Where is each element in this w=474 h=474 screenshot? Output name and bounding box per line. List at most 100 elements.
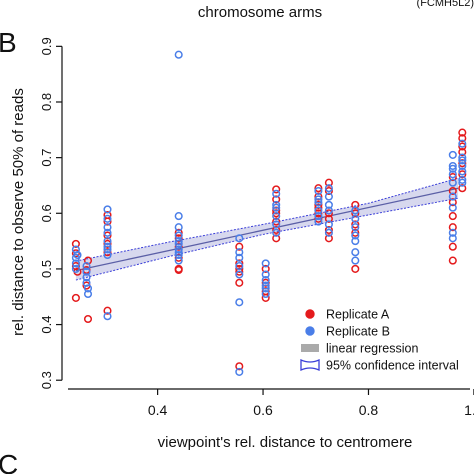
data-point-replicate-b — [103, 214, 112, 223]
data-point-replicate-b — [448, 161, 457, 171]
data-point-replicate-b — [314, 217, 323, 226]
data-point-replicate-b — [235, 262, 244, 271]
data-point-replicate-b — [458, 175, 467, 184]
data-point-replicate-b — [324, 200, 333, 209]
data-point-replicate-a — [103, 217, 112, 226]
data-point-replicate-b — [448, 170, 457, 179]
data-point-replicate-b — [458, 167, 467, 176]
data-point-replicate-b — [272, 189, 281, 198]
data-point-replicate-b — [458, 178, 467, 187]
data-point-replicate-b — [174, 239, 183, 248]
data-point-replicate-b — [458, 153, 467, 162]
data-point-replicate-b — [174, 256, 183, 265]
data-point-replicate-a — [235, 242, 244, 251]
data-point-replicate-a — [448, 186, 457, 196]
data-point-replicate-a — [458, 134, 467, 143]
y-axis-label: rel. distance to observe 50% of reads — [10, 88, 27, 336]
data-point-replicate-b — [261, 284, 270, 293]
data-point-replicate-a — [324, 186, 333, 196]
y-tick-label: 0.4 — [39, 316, 54, 334]
data-point-replicate-a — [235, 267, 244, 276]
data-point-replicate-b — [351, 248, 360, 257]
data-point-replicate-b — [71, 264, 80, 273]
data-point-replicate-a — [71, 239, 80, 248]
data-point-replicate-b — [235, 248, 244, 257]
data-point-replicate-b — [103, 237, 112, 246]
data-point-replicate-a — [314, 184, 323, 193]
data-point-replicate-a — [458, 159, 467, 168]
data-point-replicate-b — [448, 192, 457, 201]
data-point-replicate-b — [458, 161, 467, 171]
data-point-replicate-a — [261, 264, 270, 273]
data-point-replicate-b — [235, 367, 244, 376]
data-point-replicate-b — [261, 259, 270, 268]
data-point-replicate-b — [174, 231, 183, 240]
data-point-replicate-b — [261, 289, 270, 299]
data-point-replicate-a — [351, 264, 360, 273]
data-point-replicate-a — [448, 242, 457, 251]
data-point-replicate-b — [448, 234, 457, 243]
data-point-replicate-a — [314, 209, 323, 218]
data-point-replicate-a — [174, 253, 183, 262]
data-points-layer — [71, 50, 467, 376]
data-point-replicate-a — [351, 220, 360, 229]
data-point-replicate-a — [351, 228, 360, 237]
data-point-replicate-b — [448, 203, 457, 212]
data-point-replicate-b — [174, 250, 183, 260]
data-point-replicate-b — [103, 245, 112, 254]
data-point-replicate-b — [261, 270, 270, 279]
data-point-replicate-b — [324, 220, 333, 229]
data-point-replicate-a — [272, 209, 281, 218]
data-point-replicate-b — [103, 242, 112, 251]
cut-off-label: (FCMH5L2) — [417, 0, 474, 9]
data-point-replicate-b — [174, 237, 183, 246]
data-point-replicate-a — [71, 249, 80, 258]
data-point-replicate-b — [351, 256, 360, 265]
data-point-replicate-a — [448, 256, 457, 265]
data-point-replicate-b — [314, 212, 323, 221]
data-point-replicate-b — [272, 220, 281, 229]
data-point-replicate-b — [351, 231, 360, 240]
data-point-replicate-b — [174, 223, 183, 232]
data-point-replicate-b — [261, 276, 270, 285]
plot-area: 0.3 0.4 0.5 0.6 0.7 0.8 0.9 0.4 0.6 0.8 1.0 Replic… — [39, 37, 474, 418]
data-point-replicate-a — [103, 248, 112, 257]
y-tick-label: 0.7 — [39, 149, 54, 167]
data-point-replicate-b — [235, 298, 244, 307]
data-point-replicate-a — [235, 362, 244, 371]
data-point-replicate-b — [71, 259, 80, 268]
data-point-replicate-b — [174, 248, 183, 257]
data-point-replicate-a — [458, 128, 467, 137]
data-point-replicate-b — [448, 164, 457, 173]
data-point-replicate-b — [324, 228, 333, 237]
data-point-replicate-a — [235, 278, 244, 287]
data-point-replicate-b — [272, 228, 281, 237]
data-point-replicate-b — [235, 234, 244, 243]
data-point-replicate-a — [458, 170, 467, 179]
data-point-replicate-b — [351, 237, 360, 246]
data-point-replicate-a — [272, 185, 281, 194]
data-point-replicate-b — [73, 250, 82, 260]
data-point-replicate-b — [324, 192, 333, 201]
data-point-replicate-b — [314, 206, 323, 215]
data-point-replicate-b — [324, 184, 333, 193]
data-point-replicate-b — [103, 223, 112, 232]
data-point-replicate-b — [235, 253, 244, 262]
data-point-replicate-b — [82, 262, 91, 271]
regression-line — [75, 187, 459, 272]
axes-layer: 0.3 0.4 0.5 0.6 0.7 0.8 0.9 0.4 0.6 0.8 1.0 — [39, 37, 474, 418]
data-point-replicate-a — [314, 214, 323, 223]
data-point-replicate-a — [448, 212, 457, 221]
y-tick-label: 0.5 — [39, 260, 54, 278]
data-point-replicate-a — [83, 256, 93, 265]
data-point-replicate-a — [174, 265, 183, 275]
data-point-replicate-b — [103, 250, 112, 260]
data-point-replicate-a — [174, 242, 183, 251]
data-point-replicate-a — [324, 209, 333, 218]
data-point-replicate-b — [82, 267, 91, 276]
data-point-replicate-b — [82, 273, 91, 282]
data-point-replicate-a — [314, 192, 323, 201]
data-point-replicate-b — [314, 186, 323, 196]
x-tick-label: 0.4 — [148, 402, 168, 418]
data-point-replicate-a — [103, 231, 112, 240]
